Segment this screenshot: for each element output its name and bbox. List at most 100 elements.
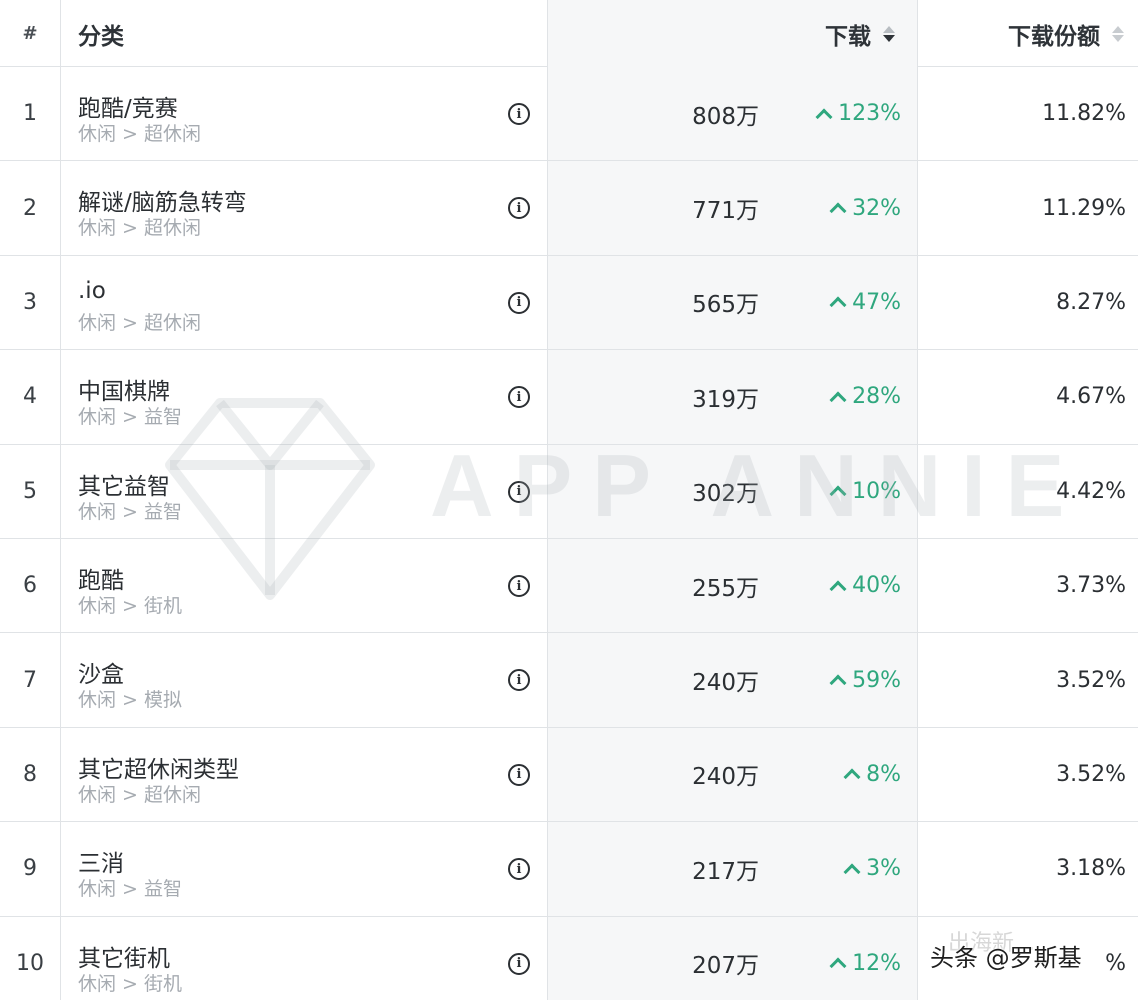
- downloads-change: 59%: [829, 633, 901, 726]
- row-category: 其它益智 休闲 > 益智 i: [60, 444, 548, 538]
- info-icon[interactable]: i: [508, 103, 530, 125]
- chevron-up-icon: [829, 202, 847, 220]
- table-row[interactable]: 3 .io 休闲 > 超休闲 i 565万 47% 8.27%: [0, 255, 1138, 351]
- change-value: 28%: [852, 384, 901, 410]
- row-category: 中国棋牌 休闲 > 益智 i: [60, 350, 548, 444]
- info-icon[interactable]: i: [508, 197, 530, 220]
- downloads-value: 302万: [692, 481, 759, 508]
- row-rank: 7: [23, 667, 37, 693]
- info-icon[interactable]: i: [508, 386, 530, 409]
- header-downloads-sort[interactable]: 下载: [548, 0, 918, 67]
- category-path: 休闲 > 街机: [78, 595, 182, 617]
- row-downloads: 217万 3%: [548, 822, 918, 916]
- sort-icon[interactable]: [883, 25, 895, 42]
- category-name[interactable]: .io: [78, 277, 106, 304]
- row-rank: 5: [23, 478, 37, 504]
- downloads-change: 3%: [843, 822, 901, 915]
- downloads-value: 207万: [692, 953, 759, 980]
- row-share: 3.73%: [1056, 573, 1126, 599]
- table-row[interactable]: 4 中国棋牌 休闲 > 益智 i 319万 28% 4.67%: [0, 350, 1138, 445]
- downloads-value: 217万: [692, 858, 759, 885]
- row-share: 4.42%: [1056, 478, 1126, 504]
- category-name[interactable]: 解谜/脑筋急转弯: [78, 190, 247, 217]
- category-name[interactable]: 跑酷: [78, 568, 124, 594]
- info-icon[interactable]: i: [508, 291, 530, 314]
- downloads-change: 40%: [829, 539, 901, 632]
- table-row[interactable]: 9 三消 休闲 > 益智 i 217万 3% 3.18%: [0, 822, 1138, 917]
- row-downloads: 255万 40%: [548, 539, 918, 633]
- row-share: 3.18%: [1056, 856, 1126, 882]
- downloads-change: 8%: [843, 728, 901, 821]
- category-path: 休闲 > 街机: [78, 972, 182, 995]
- row-share: 3.52%: [1056, 761, 1126, 787]
- row-category: 沙盒 休闲 > 模拟 i: [60, 633, 548, 727]
- category-name[interactable]: 其它益智: [78, 473, 170, 500]
- row-downloads: 240万 59%: [548, 633, 918, 727]
- category-name[interactable]: 中国棋牌: [78, 379, 170, 406]
- row-rank: 2: [23, 195, 37, 221]
- category-name[interactable]: 跑酷/竞赛: [78, 96, 178, 122]
- downloads-value: 808万: [692, 103, 759, 130]
- category-path: 休闲 > 益智: [78, 500, 182, 523]
- header-share-sort[interactable]: 下载份额: [918, 0, 1138, 67]
- category-path: 休闲 > 超休闲: [78, 311, 201, 334]
- row-category: 三消 休闲 > 益智 i: [60, 822, 548, 916]
- header-share-label: 下载份额: [1008, 23, 1100, 50]
- table-row[interactable]: 5 其它益智 休闲 > 益智 i 302万 10% 4.42%: [0, 444, 1138, 539]
- row-category: 其它街机 休闲 > 街机 i: [60, 916, 548, 1000]
- row-rank: 10: [16, 950, 44, 976]
- row-category: 解谜/脑筋急转弯 休闲 > 超休闲 i: [60, 161, 548, 255]
- info-icon[interactable]: i: [508, 575, 530, 597]
- category-path: 休闲 > 超休闲: [78, 123, 201, 145]
- info-icon[interactable]: i: [508, 669, 530, 692]
- header-category: 分类: [60, 0, 548, 67]
- change-value: 40%: [852, 573, 901, 599]
- row-rank: 1: [23, 101, 37, 127]
- category-path: 休闲 > 益智: [78, 878, 182, 901]
- table-row[interactable]: 2 解谜/脑筋急转弯 休闲 > 超休闲 i 771万 32% 11.29%: [0, 161, 1138, 256]
- header-downloads-label: 下载: [825, 23, 871, 50]
- info-icon[interactable]: i: [508, 763, 530, 786]
- downloads-value: 255万: [692, 575, 759, 602]
- category-name[interactable]: 其它超休闲类型: [78, 756, 239, 783]
- change-value: 12%: [852, 950, 901, 976]
- header-rank: #: [22, 23, 38, 44]
- table-row[interactable]: 10 其它街机 休闲 > 街机 i 207万 12%%: [0, 916, 1138, 1000]
- info-icon[interactable]: i: [508, 952, 530, 975]
- downloads-value: 565万: [692, 292, 759, 319]
- table-header: # 分类 下载 下载份额: [0, 0, 1138, 67]
- chevron-up-icon: [829, 957, 847, 975]
- downloads-value: 240万: [692, 670, 759, 697]
- change-value: 32%: [852, 195, 901, 221]
- downloads-value: 771万: [692, 198, 759, 225]
- row-downloads: 565万 47%: [548, 255, 918, 350]
- table-row[interactable]: 7 沙盒 休闲 > 模拟 i 240万 59% 3.52%: [0, 633, 1138, 728]
- change-value: 59%: [852, 667, 901, 693]
- info-icon[interactable]: i: [508, 858, 530, 881]
- chevron-up-icon: [815, 108, 833, 126]
- table-row[interactable]: 6 跑酷 休闲 > 街机 i 255万 40% 3.73%: [0, 539, 1138, 634]
- downloads-value: 240万: [692, 764, 759, 791]
- change-value: 8%: [866, 761, 901, 787]
- chevron-up-icon: [829, 391, 847, 409]
- sort-icon[interactable]: [1112, 25, 1124, 42]
- category-name[interactable]: 其它街机: [78, 945, 170, 972]
- category-path: 休闲 > 模拟: [78, 689, 182, 712]
- row-downloads: 207万 12%: [548, 916, 918, 1000]
- row-downloads: 808万 123%: [548, 67, 918, 161]
- table-row[interactable]: 8 其它超休闲类型 休闲 > 超休闲 i 240万 8% 3.52%: [0, 727, 1138, 823]
- row-share: 11.82%: [1042, 101, 1126, 127]
- downloads-change: 12%: [829, 917, 901, 1000]
- row-category: 跑酷/竞赛 休闲 > 超休闲 i: [60, 67, 548, 161]
- category-name[interactable]: 三消: [78, 851, 124, 878]
- info-icon[interactable]: i: [508, 480, 530, 503]
- downloads-change: 32%: [829, 161, 901, 254]
- change-value: 3%: [866, 856, 901, 882]
- category-name[interactable]: 沙盒: [78, 662, 124, 689]
- source-credit: 头条 @罗斯基: [930, 944, 1082, 972]
- row-category: 其它超休闲类型 休闲 > 超休闲 i: [60, 727, 548, 822]
- row-share: 11.29%: [1042, 195, 1126, 221]
- table-row[interactable]: 1 跑酷/竞赛 休闲 > 超休闲 i 808万 123% 11.82%: [0, 67, 1138, 162]
- downloads-change: 123%: [815, 67, 901, 160]
